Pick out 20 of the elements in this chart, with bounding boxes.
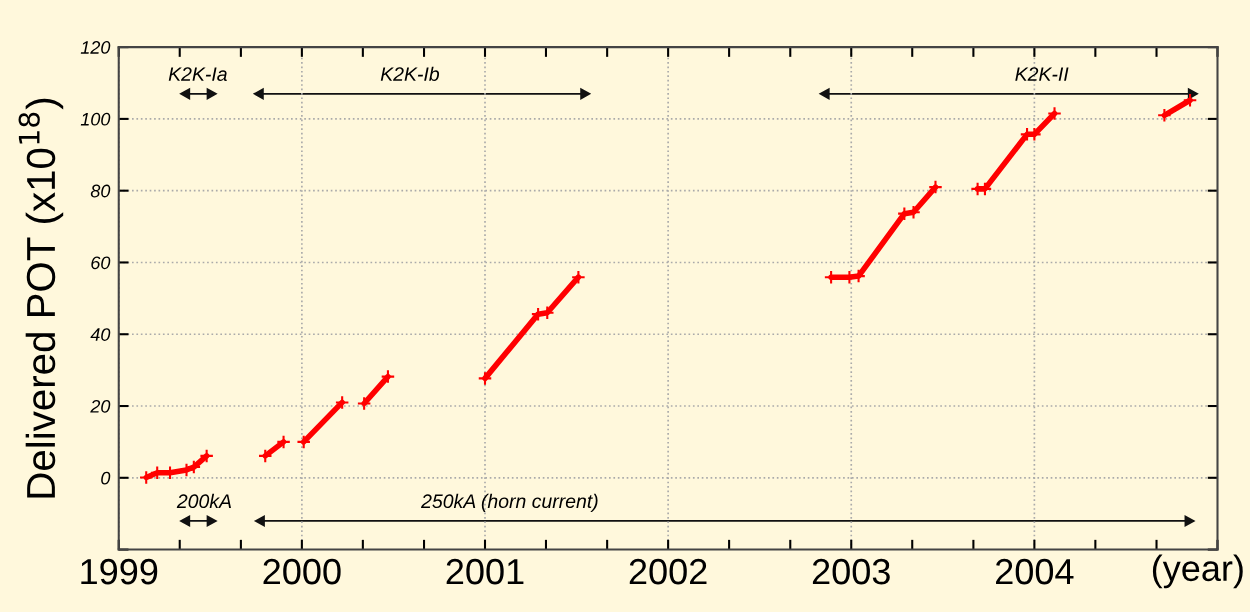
y-tick-label: 100	[80, 112, 111, 126]
annotation: K2K-Ib	[380, 66, 440, 81]
annotation: 200kA	[176, 493, 231, 509]
annotation: 250kA (horn current)	[421, 493, 598, 512]
y-tick-label: 20	[90, 399, 111, 413]
x-tick-label: 2003	[812, 558, 890, 585]
y-tick-label: 120	[80, 41, 111, 54]
x-tick-label: 2004	[996, 558, 1074, 585]
x-axis-title: (year)	[1152, 554, 1243, 589]
x-tick-label: 2001	[446, 558, 524, 585]
y-tick-label: 80	[90, 184, 111, 198]
annotation: K2K-II	[1015, 67, 1069, 81]
x-tick-label: 2000	[263, 558, 341, 585]
y-tick-label: 60	[91, 256, 111, 270]
annotation: K2K-Ia	[168, 67, 227, 81]
x-tick-label: 2002	[629, 558, 707, 585]
y-tick-label: 0	[101, 471, 111, 485]
y-axis-title: Delivered POT (x10$^{18}$)	[18, 98, 64, 498]
y-tick-label: 40	[90, 328, 111, 341]
x-tick-label: 1999	[81, 558, 158, 585]
